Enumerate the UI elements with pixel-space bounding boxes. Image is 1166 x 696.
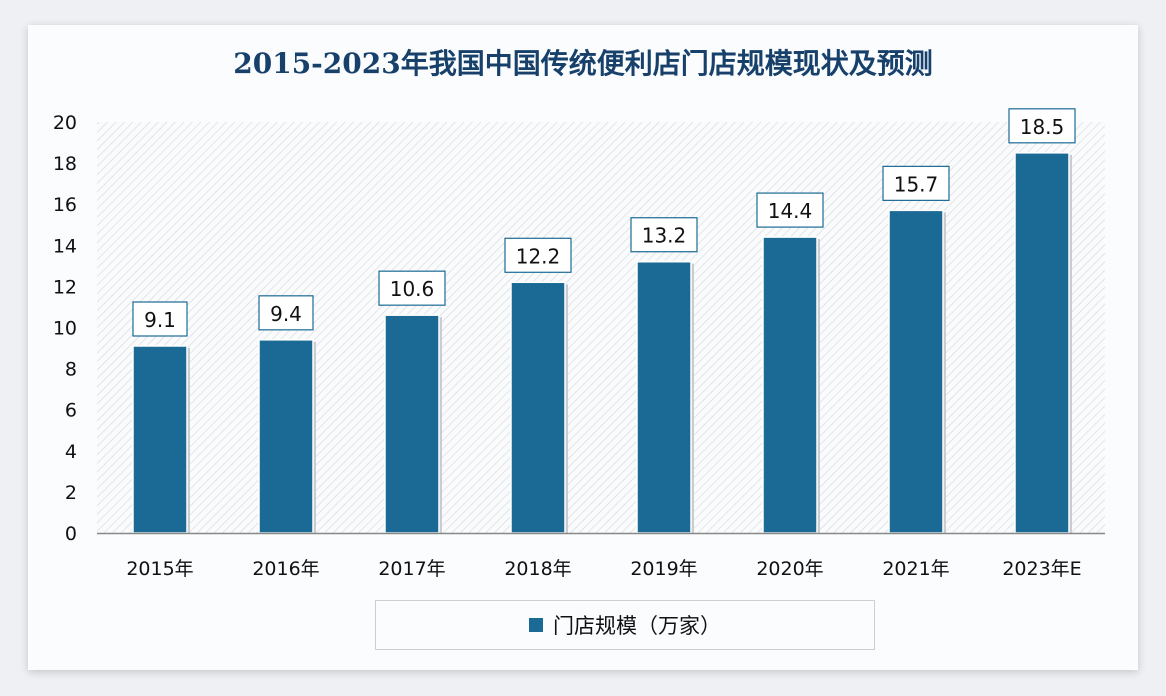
- y-tick-label: 8: [65, 359, 77, 381]
- x-tick-label: 2019年: [630, 558, 697, 580]
- x-tick-label: 2018年: [504, 558, 571, 580]
- bar: [132, 345, 188, 534]
- y-tick-label: 16: [53, 194, 77, 216]
- chart-title: 2015-2023年我国中国传统便利店门店规模现状及预测: [233, 47, 933, 80]
- data-label: 15.7: [894, 172, 939, 196]
- data-label-box: [378, 270, 446, 306]
- data-label-box: [504, 237, 572, 273]
- data-label-box: [132, 301, 188, 337]
- bar: [888, 209, 944, 534]
- data-label: 9.1: [144, 308, 176, 332]
- data-label: 14.4: [768, 199, 813, 223]
- data-label-box: [882, 165, 950, 201]
- y-tick-label: 2: [65, 482, 77, 504]
- data-label: 10.6: [390, 277, 435, 301]
- data-label: 18.5: [1020, 115, 1065, 139]
- x-tick-label: 2017年: [378, 558, 445, 580]
- bar: [258, 339, 314, 534]
- data-label: 13.2: [642, 224, 687, 248]
- data-label: 12.2: [516, 244, 561, 268]
- data-label-box: [258, 295, 314, 331]
- x-tick-label: 2015年: [126, 558, 193, 580]
- bar: [510, 281, 566, 534]
- y-tick-label: 6: [65, 400, 77, 422]
- bar: [384, 314, 440, 534]
- plot-area: [97, 122, 1105, 533]
- data-label-box: [630, 217, 698, 253]
- x-tick-label: 2021年: [882, 558, 949, 580]
- y-tick-label: 18: [53, 153, 77, 175]
- bar: [636, 260, 692, 534]
- data-label-box: [1008, 108, 1076, 144]
- legend-label: 门店规模（万家）: [553, 614, 721, 638]
- bar: [762, 236, 818, 534]
- y-tick-label: 4: [65, 441, 77, 463]
- y-tick-label: 0: [65, 523, 77, 545]
- x-tick-label: 2023年E: [1002, 558, 1081, 580]
- legend-swatch: [529, 618, 543, 632]
- y-tick-label: 10: [53, 318, 77, 340]
- y-tick-label: 12: [53, 276, 77, 298]
- y-tick-label: 14: [53, 235, 77, 257]
- x-tick-label: 2016年: [252, 558, 319, 580]
- y-tick-label: 20: [53, 112, 77, 134]
- bar: [1014, 152, 1070, 534]
- x-tick-label: 2020年: [756, 558, 823, 580]
- legend: 门店规模（万家）: [375, 600, 875, 650]
- data-label-box: [756, 192, 824, 228]
- data-label: 9.4: [270, 302, 302, 326]
